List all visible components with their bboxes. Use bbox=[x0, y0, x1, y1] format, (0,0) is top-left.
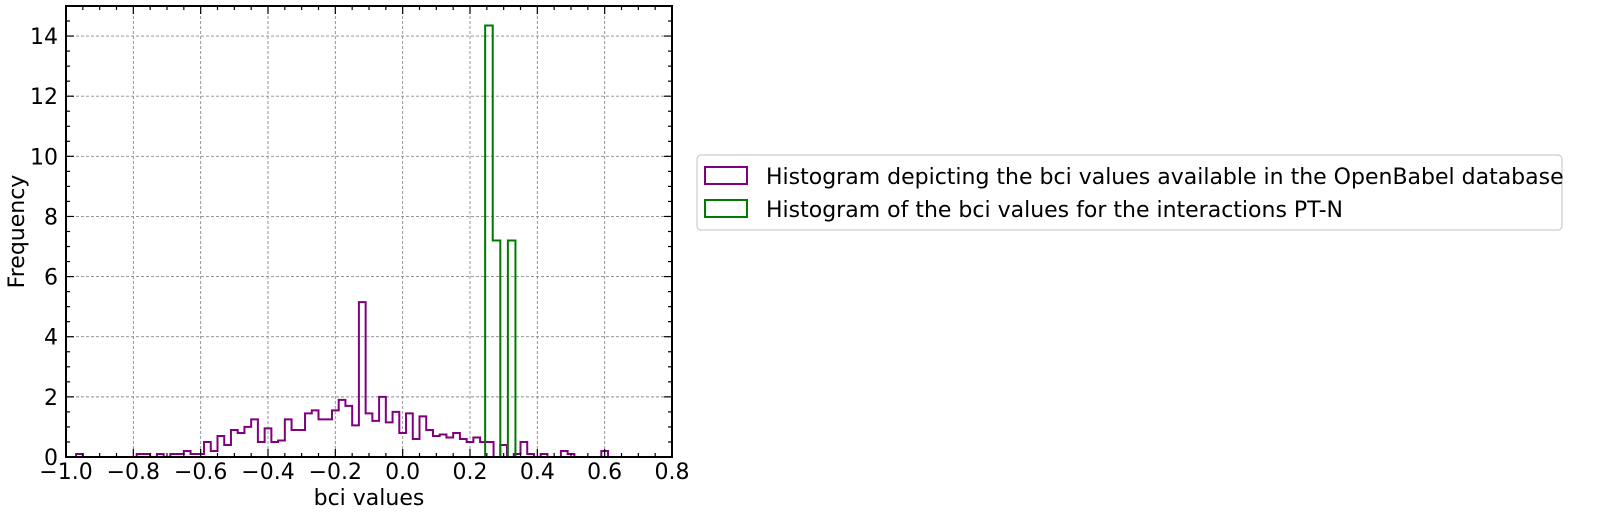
x-tick-labels: −1.0 −0.8 −0.6 −0.4 −0.2 0.0 0.2 0.4 0.6 0.8 bbox=[39, 460, 689, 485]
histogram-bin bbox=[231, 430, 238, 457]
histogram-bin bbox=[453, 433, 460, 457]
histogram-bin bbox=[372, 421, 379, 457]
legend-label-pt-n: Histogram of the bci values for the inte… bbox=[766, 198, 1343, 223]
histogram-bin bbox=[352, 425, 359, 457]
histogram-bin bbox=[345, 406, 352, 457]
y-tick-label: 14 bbox=[30, 25, 58, 50]
histogram-bin bbox=[319, 419, 326, 457]
histogram-bin bbox=[473, 437, 480, 457]
histogram-bin bbox=[366, 413, 373, 457]
histogram-bin bbox=[508, 241, 516, 457]
legend-label-openbabel: Histogram depicting the bci values avail… bbox=[766, 165, 1564, 190]
y-tick-labels: 0 2 4 6 8 10 12 14 bbox=[30, 25, 58, 471]
histogram-bin bbox=[339, 400, 346, 457]
x-tick-label: 0.6 bbox=[587, 460, 622, 485]
y-tick-label: 0 bbox=[44, 446, 58, 471]
axis-ticks bbox=[65, 5, 673, 458]
histogram-bin bbox=[440, 434, 447, 457]
histogram-bin bbox=[413, 439, 420, 457]
y-axis-label: Frequency bbox=[5, 175, 30, 289]
histogram-bin bbox=[218, 436, 225, 457]
histogram-bin bbox=[426, 430, 433, 457]
histogram-bin bbox=[386, 422, 393, 457]
histogram-bin bbox=[446, 437, 453, 457]
y-tick-label: 8 bbox=[44, 205, 58, 230]
x-tick-label: −0.2 bbox=[309, 460, 362, 485]
histogram-bin bbox=[238, 433, 245, 457]
y-tick-label: 6 bbox=[44, 266, 58, 291]
histogram-bin bbox=[393, 412, 400, 457]
histogram-bin bbox=[420, 416, 427, 457]
x-tick-label: −0.6 bbox=[174, 460, 227, 485]
histogram-bin bbox=[271, 442, 278, 457]
x-axis-label: bci values bbox=[314, 486, 425, 511]
histogram-bin bbox=[278, 440, 285, 457]
histogram-bin bbox=[224, 445, 231, 457]
histogram-bin bbox=[485, 26, 493, 457]
histogram-bin bbox=[298, 430, 305, 457]
histogram-bin bbox=[325, 419, 332, 457]
x-tick-label: 0.0 bbox=[385, 460, 420, 485]
histogram-bin bbox=[460, 439, 467, 457]
x-tick-label: 0.8 bbox=[655, 460, 690, 485]
plot-frame bbox=[65, 5, 673, 458]
histogram-bin bbox=[493, 241, 501, 457]
histogram-bin bbox=[244, 427, 251, 457]
y-tick-label: 2 bbox=[44, 386, 58, 411]
x-tick-label: −0.4 bbox=[241, 460, 294, 485]
x-tick-label: 0.2 bbox=[453, 460, 488, 485]
histogram-bin bbox=[251, 419, 258, 457]
histogram-bin bbox=[312, 410, 319, 457]
histogram-series-0 bbox=[75, 301, 615, 458]
y-tick-label: 4 bbox=[44, 326, 58, 351]
histogram-bin bbox=[406, 413, 413, 457]
histogram-bin bbox=[258, 442, 265, 457]
y-tick-label: 12 bbox=[30, 85, 58, 110]
histogram-bin bbox=[285, 419, 292, 457]
histogram-bin bbox=[521, 442, 528, 457]
x-tick-label: 0.4 bbox=[520, 460, 555, 485]
histogram-bin bbox=[359, 302, 366, 457]
legend: Histogram depicting the bci values avail… bbox=[696, 154, 1564, 231]
grid-lines bbox=[66, 6, 672, 457]
y-tick-label: 10 bbox=[30, 145, 58, 170]
histogram-steps bbox=[75, 24, 615, 458]
legend-box bbox=[696, 154, 1563, 231]
x-tick-label: −1.0 bbox=[39, 460, 92, 485]
histogram-bin bbox=[379, 397, 386, 457]
legend-swatch-openbabel bbox=[704, 166, 748, 185]
histogram-bin bbox=[305, 413, 312, 457]
legend-swatch-pt-n bbox=[704, 199, 748, 218]
x-tick-label: −0.8 bbox=[107, 460, 160, 485]
histogram-bin bbox=[292, 430, 299, 457]
histogram-bin bbox=[204, 442, 211, 457]
